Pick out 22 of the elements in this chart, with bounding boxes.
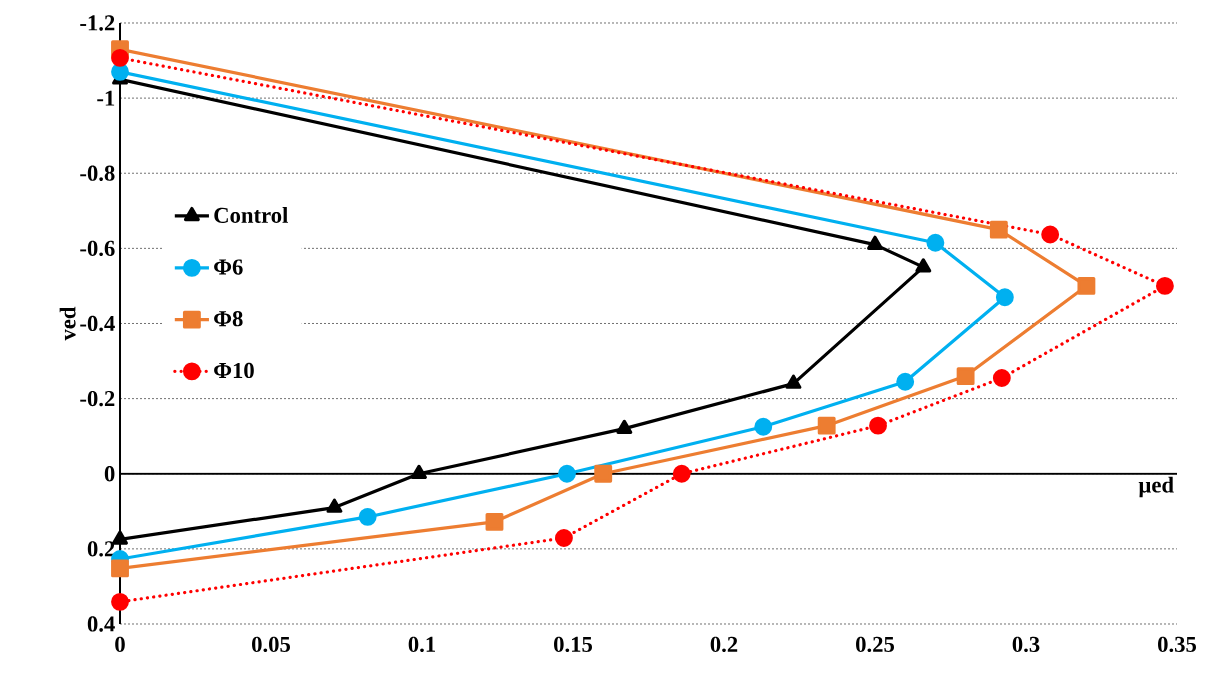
- y-tick-label: -0.4: [80, 315, 115, 332]
- x-tick-label: 0.2: [710, 636, 738, 653]
- legend-label: Φ8: [214, 311, 243, 327]
- legend-label: Control: [214, 207, 288, 223]
- x-tick-label: 0.15: [554, 636, 592, 653]
- y-tick-label: -1: [97, 90, 115, 106]
- y-tick-label: -1.2: [80, 15, 115, 31]
- y-tick-label: -0.6: [80, 240, 115, 257]
- y-tick-label: 0: [104, 466, 115, 482]
- x-tick-label: 0.3: [1012, 636, 1040, 653]
- x-tick-label: 0.35: [1158, 636, 1196, 653]
- y-tick-label: 0.2: [87, 541, 115, 557]
- x-tick-label: 0.05: [252, 636, 290, 653]
- x-tick-label: 0.1: [408, 636, 435, 653]
- legend-label: Φ10: [214, 362, 254, 379]
- y-tick-label: -0.2: [80, 390, 115, 407]
- x-axis-title: µed: [1138, 476, 1174, 498]
- y-tick-label: -0.8: [80, 165, 115, 181]
- y-tick-label: 0.4: [87, 616, 115, 632]
- legend-label: Φ6: [214, 259, 243, 275]
- y-axis-title: ved: [59, 306, 76, 341]
- x-tick-label: 0.25: [856, 636, 894, 653]
